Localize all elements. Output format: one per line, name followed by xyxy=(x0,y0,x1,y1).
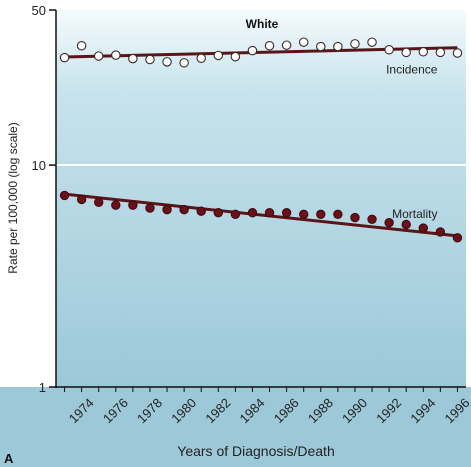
mortality-point xyxy=(76,194,87,205)
incidence-point xyxy=(128,53,138,64)
mortality-point xyxy=(162,204,172,215)
series-layer: Incidence Mortality xyxy=(59,37,463,243)
mortality-point xyxy=(94,197,104,207)
panel-label: A xyxy=(4,451,14,466)
incidence-point xyxy=(316,41,326,52)
incidence-point xyxy=(264,41,275,51)
series-incidence: Incidence xyxy=(59,37,463,77)
mortality-point xyxy=(111,200,121,210)
y-tick-label: 50 xyxy=(32,3,46,18)
series-mortality: Mortality xyxy=(59,190,463,243)
incidence-point xyxy=(230,51,241,62)
y-ticks: 1 10 50 xyxy=(32,3,56,395)
incidence-point xyxy=(401,47,411,58)
mortality-point xyxy=(401,219,411,230)
mortality-point xyxy=(128,200,138,210)
incidence-point xyxy=(333,41,343,52)
mortality-point xyxy=(316,209,326,220)
mortality-point xyxy=(196,206,206,216)
incidence-point xyxy=(384,45,394,55)
incidence-point xyxy=(145,54,155,65)
chart-title: White xyxy=(246,17,279,31)
y-tick-label: 10 xyxy=(32,158,46,173)
incidence-point xyxy=(367,37,377,47)
mortality-point xyxy=(145,203,155,213)
incidence-point xyxy=(418,47,429,57)
mortality-point xyxy=(299,209,309,220)
mortality-point xyxy=(230,209,241,220)
mortality-point xyxy=(247,208,258,218)
mortality-point xyxy=(384,218,394,228)
incidence-point xyxy=(281,40,292,50)
incidence-point xyxy=(59,52,70,63)
incidence-point xyxy=(213,50,224,61)
incidence-point xyxy=(179,58,189,68)
mortality-point xyxy=(350,212,360,223)
incidence-label: Incidence xyxy=(386,63,438,77)
mortality-trend-line xyxy=(64,192,458,238)
incidence-point xyxy=(93,51,104,61)
mortality-label: Mortality xyxy=(392,207,437,221)
incidence-point xyxy=(196,53,206,64)
mortality-point xyxy=(333,209,343,220)
mortality-point xyxy=(418,223,428,233)
mortality-point xyxy=(264,208,275,218)
mortality-point xyxy=(59,190,70,201)
x-tick-band xyxy=(0,387,471,467)
incidence-point xyxy=(162,57,172,67)
incidence-point xyxy=(452,48,463,58)
x-axis-label: Years of Diagnosis/Death xyxy=(177,443,334,459)
y-label-band xyxy=(0,0,56,387)
plot-panel xyxy=(56,10,466,387)
mortality-point xyxy=(367,214,377,224)
incidence-point xyxy=(76,41,87,51)
mortality-point xyxy=(452,233,463,243)
mortality-point xyxy=(281,208,292,218)
incidence-point xyxy=(247,45,258,56)
mortality-point xyxy=(213,208,223,218)
mortality-point xyxy=(179,204,189,215)
incidence-point xyxy=(111,50,121,60)
mortality-point xyxy=(435,227,446,237)
y-tick-label: 1 xyxy=(39,380,46,395)
incidence-point xyxy=(350,39,360,49)
axes xyxy=(55,10,466,388)
incidence-point xyxy=(435,47,446,58)
y-axis-label: Rate per 100,000 (log scale) xyxy=(6,122,20,273)
incidence-point xyxy=(298,37,309,47)
